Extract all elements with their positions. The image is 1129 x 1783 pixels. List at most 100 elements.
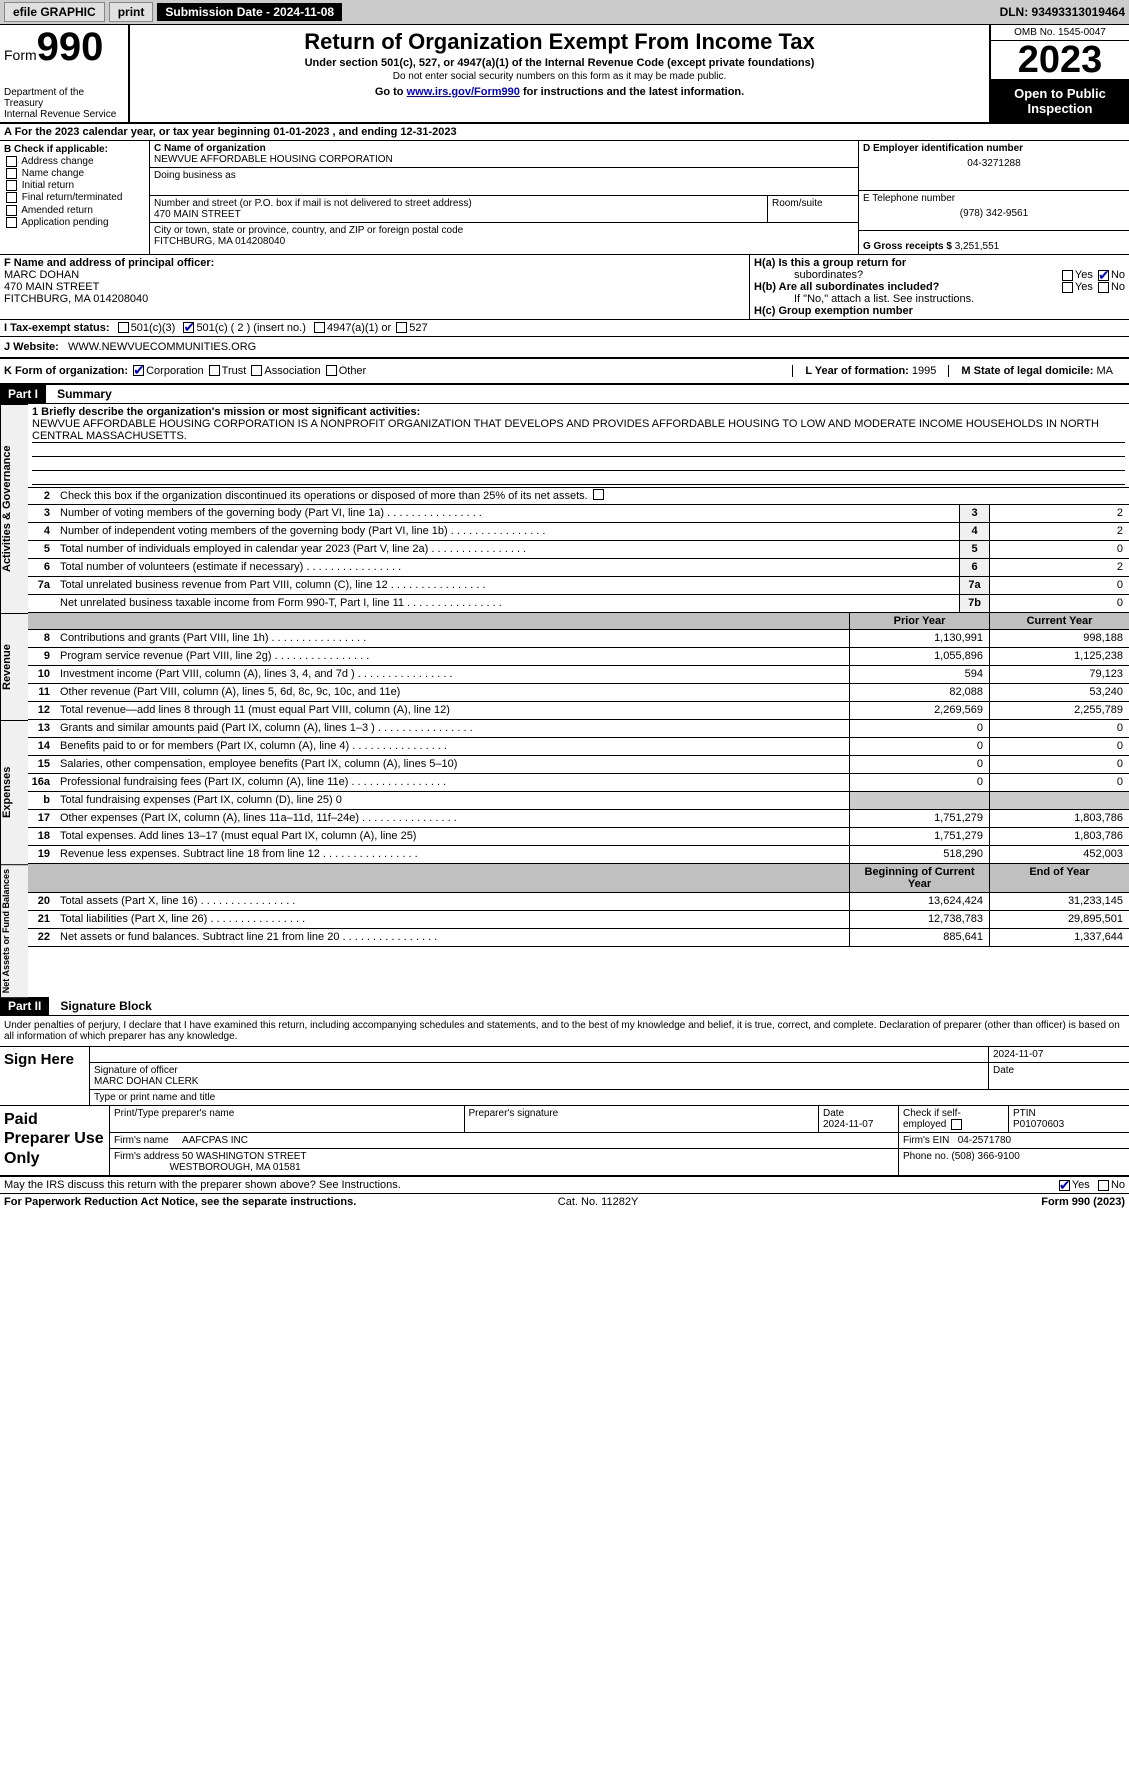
org-name: NEWVUE AFFORDABLE HOUSING CORPORATION	[154, 154, 854, 165]
check-application-pending[interactable]	[6, 217, 17, 228]
submission-date: Submission Date - 2024-11-08	[157, 3, 342, 21]
lbl-yes: Yes	[1075, 269, 1093, 281]
check-ha-no[interactable]	[1098, 270, 1109, 281]
lbl-address-change: Address change	[21, 156, 93, 167]
check-hb-yes[interactable]	[1062, 282, 1073, 293]
efile-button[interactable]: efile GRAPHIC	[4, 2, 105, 22]
check-trust[interactable]	[209, 365, 220, 376]
check-initial-return[interactable]	[6, 180, 17, 191]
org-name-cell: C Name of organization NEWVUE AFFORDABLE…	[150, 141, 858, 168]
p18: 1,751,279	[849, 828, 989, 845]
lbl-initial-return: Initial return	[22, 180, 74, 191]
goto-pre: Go to	[375, 86, 407, 98]
check-ha-yes[interactable]	[1062, 270, 1073, 281]
line-11: Other revenue (Part VIII, column (A), li…	[56, 684, 849, 701]
firm-phone-lbl: Phone no.	[903, 1151, 949, 1162]
check-corp[interactable]	[133, 365, 144, 376]
irs-label: Internal Revenue Service	[4, 109, 124, 120]
page-footer: For Paperwork Reduction Act Notice, see …	[0, 1194, 1129, 1210]
c10: 79,123	[989, 666, 1129, 683]
p13: 0	[849, 720, 989, 737]
check-501c[interactable]	[183, 322, 194, 333]
top-toolbar: efile GRAPHIC print Submission Date - 20…	[0, 0, 1129, 25]
check-discuss-no[interactable]	[1098, 1180, 1109, 1191]
check-4947[interactable]	[314, 322, 325, 333]
check-discuss-yes[interactable]	[1059, 1180, 1070, 1191]
line-21: Total liabilities (Part X, line 26)	[56, 911, 849, 928]
mission-blank-3	[32, 471, 1125, 485]
c17: 1,803,786	[989, 810, 1129, 827]
check-hb-no[interactable]	[1098, 282, 1109, 293]
row-k-form-org: K Form of organization: Corporation Trus…	[0, 359, 1129, 385]
form-title: Return of Organization Exempt From Incom…	[134, 29, 985, 55]
check-name-change[interactable]	[6, 168, 17, 179]
lbl-no: No	[1111, 269, 1125, 281]
lbl-discuss-no: No	[1111, 1179, 1125, 1191]
check-amended[interactable]	[6, 205, 17, 216]
hb-note: If "No," attach a list. See instructions…	[794, 293, 1125, 305]
domicile-label: M State of legal domicile:	[961, 365, 1093, 377]
tax-year: 2023	[991, 41, 1129, 80]
c14: 0	[989, 738, 1129, 755]
c20: 31,233,145	[989, 893, 1129, 910]
mission-label: 1 Briefly describe the organization's mi…	[32, 406, 1125, 418]
footer-left: For Paperwork Reduction Act Notice, see …	[4, 1196, 356, 1208]
line-13: Grants and similar amounts paid (Part IX…	[56, 720, 849, 737]
ptin-val: P01070603	[1013, 1119, 1064, 1130]
val-7a: 0	[989, 577, 1129, 594]
check-other[interactable]	[326, 365, 337, 376]
check-self-employed[interactable]	[951, 1119, 962, 1130]
line-7a: Total unrelated business revenue from Pa…	[56, 577, 959, 594]
check-assoc[interactable]	[251, 365, 262, 376]
form-number: 990	[37, 25, 104, 69]
line-22: Net assets or fund balances. Subtract li…	[56, 929, 849, 946]
line-15: Salaries, other compensation, employee b…	[56, 756, 849, 773]
prep-name-lbl: Print/Type preparer's name	[110, 1106, 465, 1132]
prep-date: 2024-11-07	[823, 1119, 873, 1130]
sig-officer-label: Signature of officer	[94, 1065, 178, 1076]
form-header-right: OMB No. 1545-0047 2023 Open to Public In…	[989, 25, 1129, 122]
tab-net-assets: Net Assets or Fund Balances	[0, 864, 28, 997]
year-formation-label: L Year of formation:	[805, 365, 909, 377]
line-7b: Net unrelated business taxable income fr…	[56, 595, 959, 612]
check-527[interactable]	[396, 322, 407, 333]
gross-label: G Gross receipts $	[863, 241, 952, 252]
lbl-assoc: Association	[264, 365, 320, 377]
signature-declaration: Under penalties of perjury, I declare th…	[0, 1016, 1129, 1047]
row-a-period: A For the 2023 calendar year, or tax yea…	[0, 124, 1129, 141]
lbl-final-return: Final return/terminated	[22, 193, 123, 204]
line-6: Total number of volunteers (estimate if …	[56, 559, 959, 576]
ein-label: D Employer identification number	[863, 143, 1125, 154]
firm-name-lbl: Firm's name	[114, 1135, 169, 1146]
mission-text: NEWVUE AFFORDABLE HOUSING CORPORATION IS…	[32, 418, 1125, 443]
line-17: Other expenses (Part IX, column (A), lin…	[56, 810, 849, 827]
line-3: Number of voting members of the governin…	[56, 505, 959, 522]
line-20: Total assets (Part X, line 16)	[56, 893, 849, 910]
check-final-return[interactable]	[6, 192, 17, 203]
org-name-label: C Name of organization	[154, 143, 854, 154]
check-address-change[interactable]	[6, 156, 17, 167]
check-line-2[interactable]	[593, 489, 604, 500]
domicile: MA	[1097, 365, 1114, 377]
firm-name: AAFCPAS INC	[182, 1135, 248, 1146]
val-3: 2	[989, 505, 1129, 522]
line-2: Check this box if the organization disco…	[56, 488, 1129, 504]
addr-cell: Number and street (or P.O. box if mail i…	[150, 196, 858, 223]
line-12: Total revenue—add lines 8 through 11 (mu…	[56, 702, 849, 719]
part-ii-header: Part II Signature Block	[0, 997, 1129, 1016]
c18: 1,803,786	[989, 828, 1129, 845]
irs-link[interactable]: www.irs.gov/Form990	[407, 86, 520, 98]
open-inspection: Open to Public Inspection	[991, 80, 1129, 122]
hdr-end: End of Year	[989, 864, 1129, 892]
col-d: D Employer identification number 04-3271…	[859, 141, 1129, 254]
form-header: Form990 Department of the Treasury Inter…	[0, 25, 1129, 124]
sign-here-label: Sign Here	[0, 1047, 90, 1105]
check-501c3[interactable]	[118, 322, 129, 333]
website-label: J Website:	[4, 341, 59, 353]
addr-value: 470 MAIN STREET	[154, 209, 763, 220]
part-i-badge: Part I	[0, 385, 46, 403]
dba-cell: Doing business as	[150, 168, 858, 196]
p16a: 0	[849, 774, 989, 791]
sign-here-row: Sign Here 2024-11-07 Signature of office…	[0, 1047, 1129, 1106]
print-button[interactable]: print	[109, 2, 154, 22]
